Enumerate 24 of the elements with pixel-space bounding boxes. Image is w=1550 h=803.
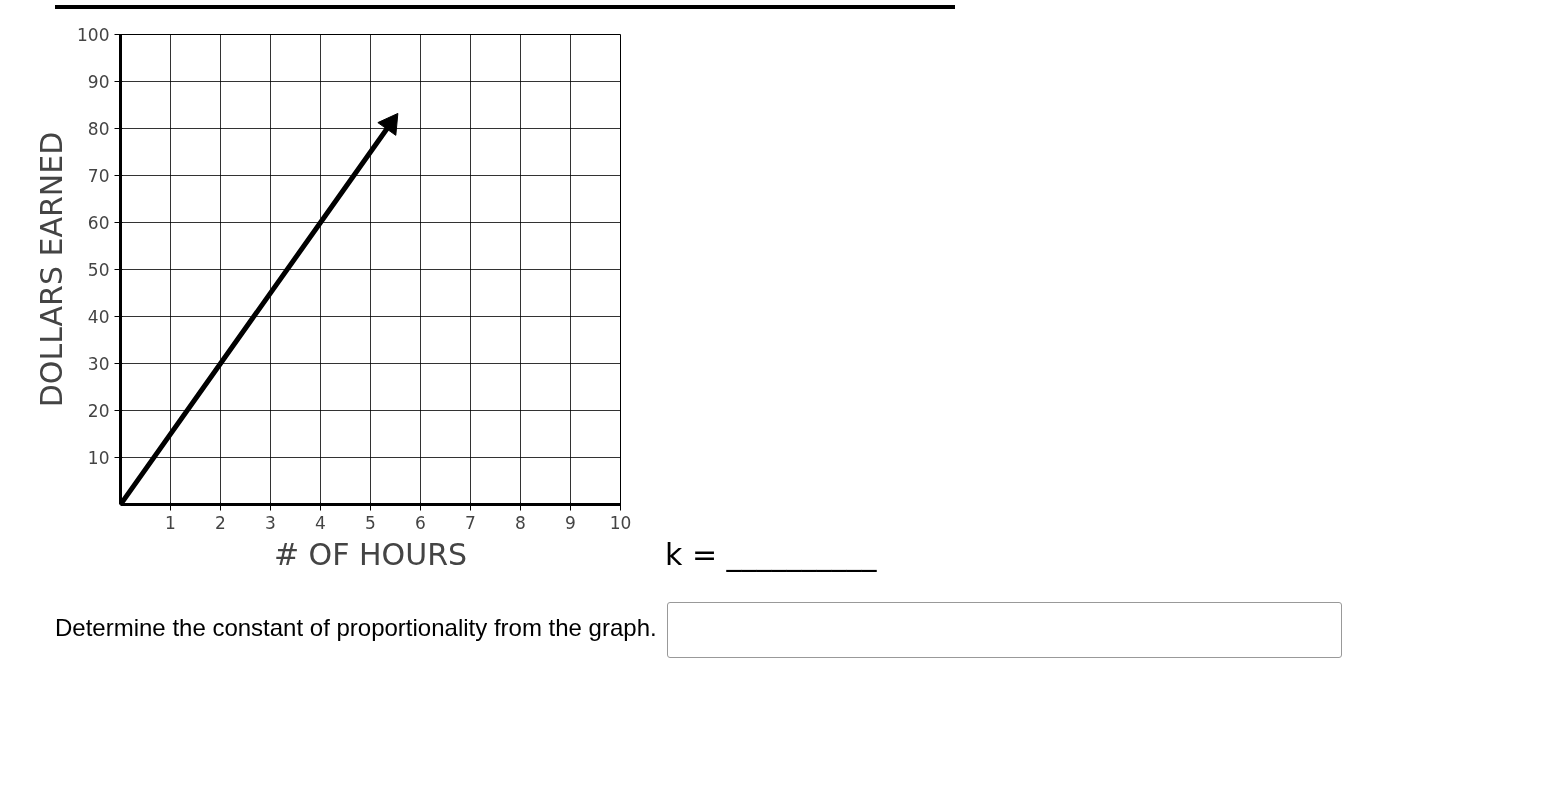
y-tick-label: 100 — [77, 25, 110, 45]
x-tick-label: 2 — [215, 512, 226, 533]
y-tick-label: 70 — [87, 166, 110, 186]
y-axis-title: DOLLARS EARNED — [34, 131, 70, 408]
x-tick-label: 10 — [609, 512, 632, 533]
y-tick-label: 20 — [87, 401, 110, 421]
text: k = __________ — [665, 536, 877, 574]
x-axis-title: # OF HOURS — [273, 536, 468, 572]
y-tick-label: 90 — [87, 72, 110, 92]
x-tick-label: 6 — [415, 512, 426, 533]
y-tick-label: 60 — [87, 213, 110, 233]
x-tick-label: 5 — [365, 512, 376, 533]
y-tick-label: 80 — [87, 119, 110, 139]
text: Determine the constant of proportionality from the graph. — [55, 613, 658, 644]
x-tick-label: 7 — [465, 512, 476, 533]
x-tick-label: 9 — [565, 512, 576, 533]
y-tick-label: 40 — [87, 307, 110, 327]
x-tick-label: 8 — [515, 512, 526, 533]
y-tick-label: 30 — [87, 354, 110, 374]
x-tick-label: 1 — [165, 512, 176, 533]
x-tick-label: 3 — [265, 512, 276, 533]
y-tick-label: 50 — [87, 260, 110, 280]
x-tick-label: 4 — [315, 512, 326, 533]
y-tick-label: 10 — [87, 448, 110, 468]
